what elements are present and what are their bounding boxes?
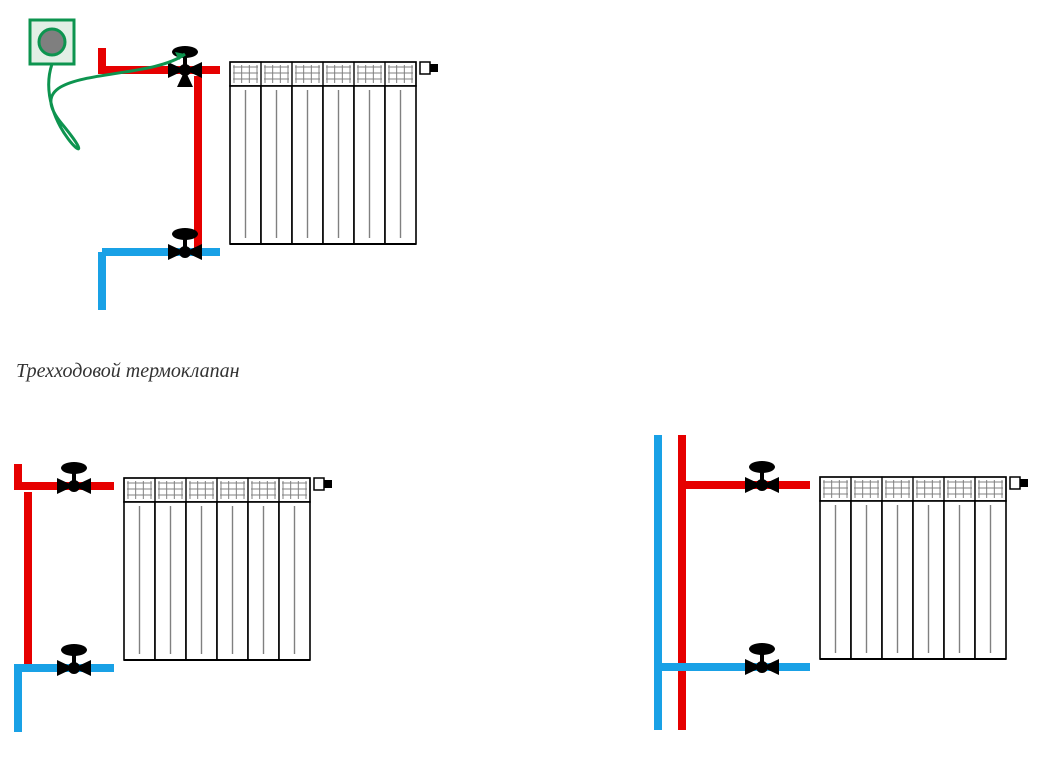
caption-three-way-valve: Трехходовой термоклапан [16, 360, 240, 383]
heating-diagram-page: { "label": "Трехходовой термоклапан", "l… [0, 0, 1052, 758]
